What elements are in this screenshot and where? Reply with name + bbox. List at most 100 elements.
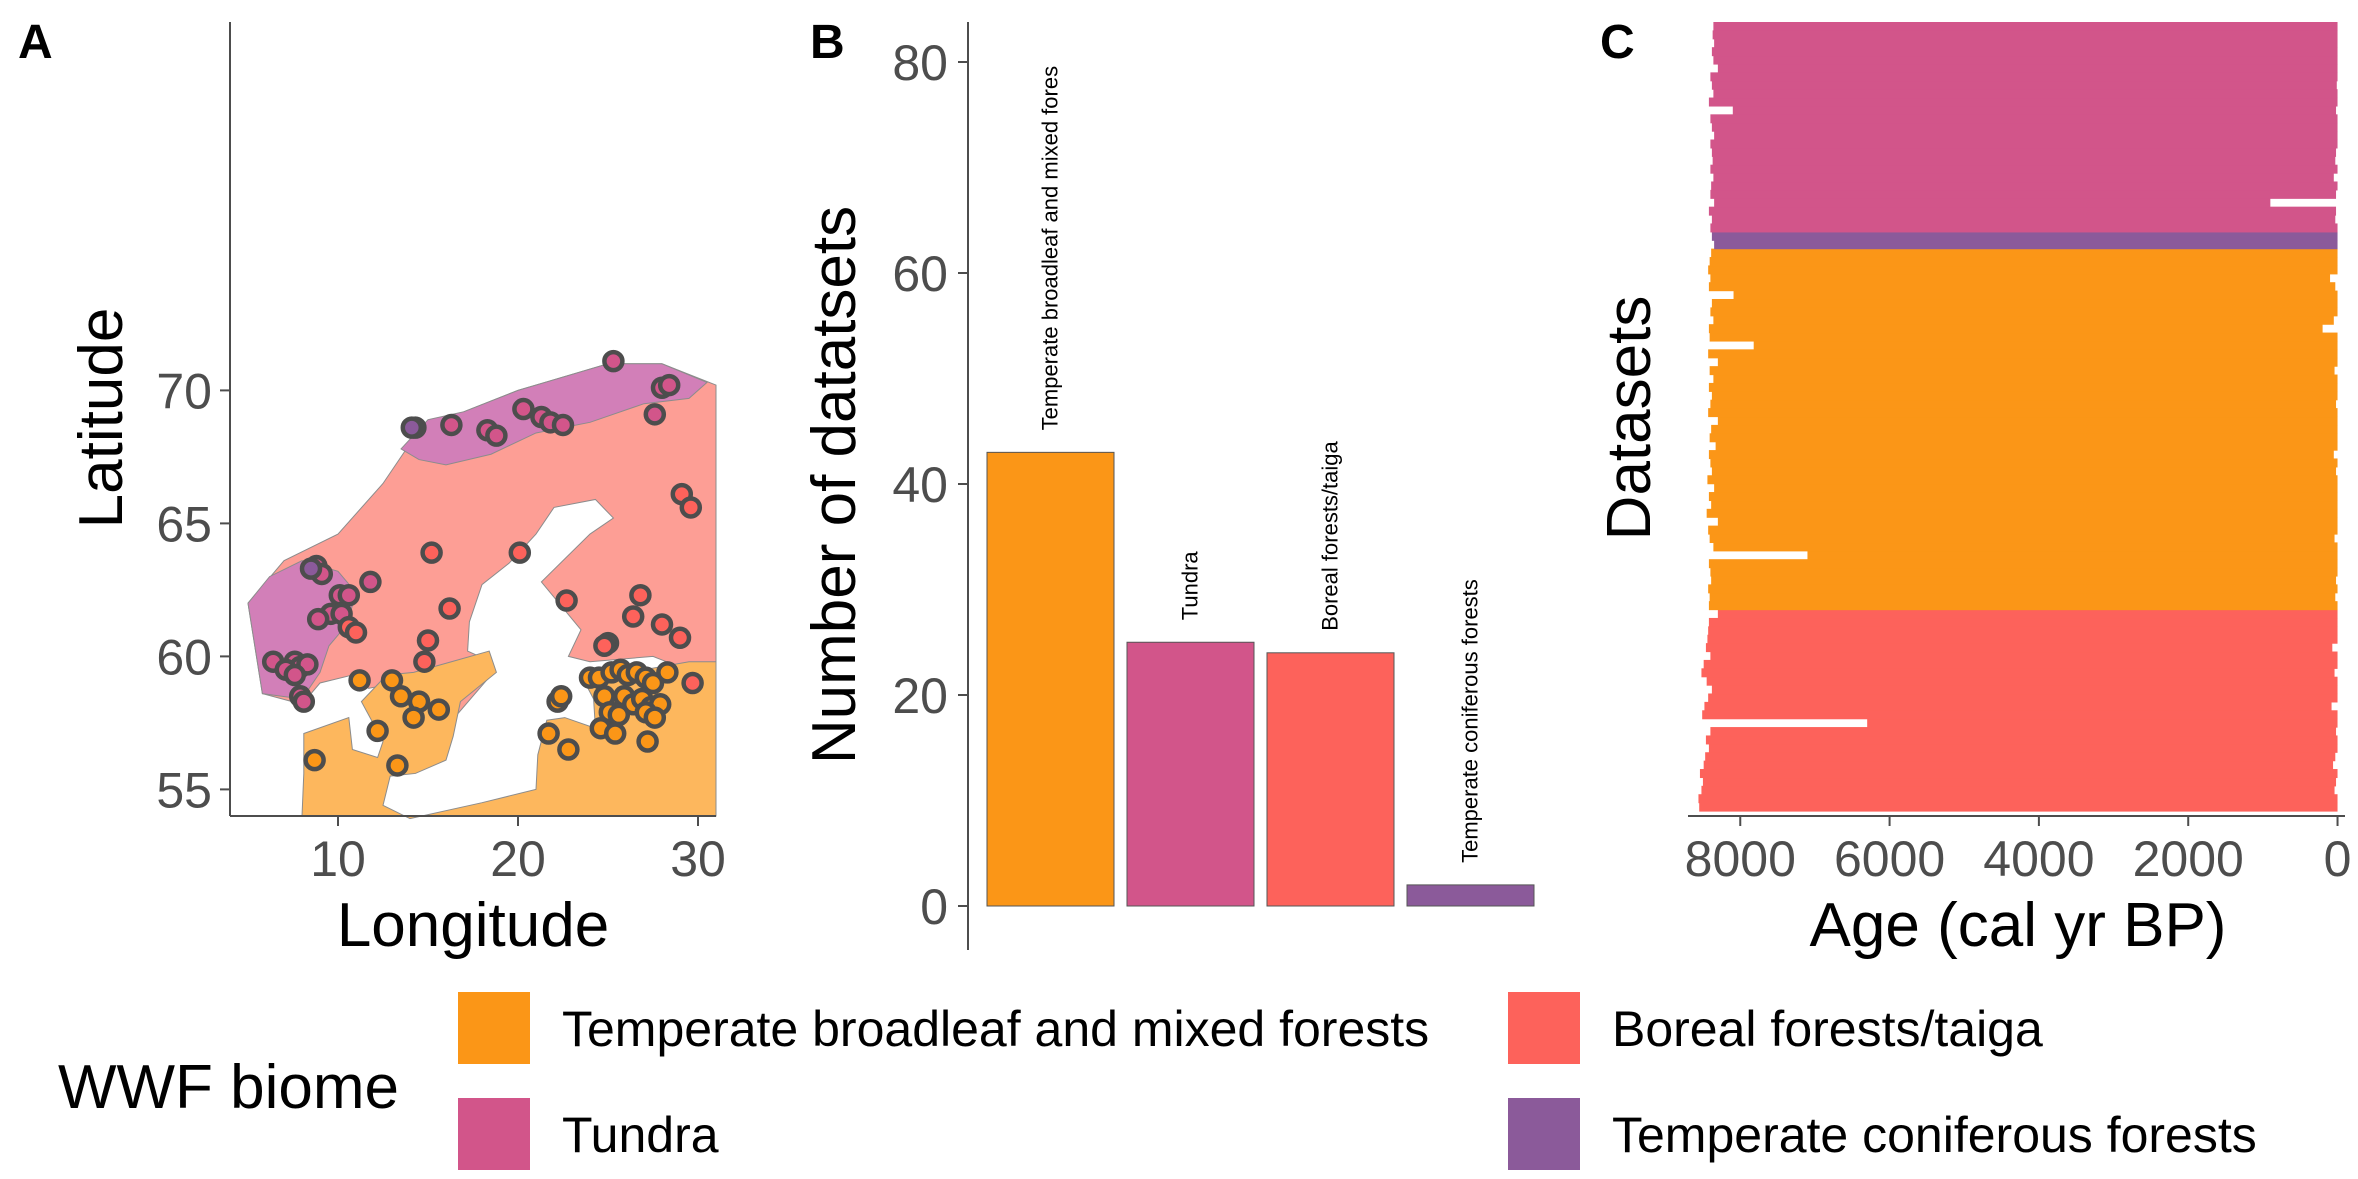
range-bar-temperate-coniferous bbox=[1711, 231, 2338, 241]
legend: WWF biome Temperate broadleaf and mixed … bbox=[58, 992, 2257, 1170]
map-point-boreal bbox=[650, 613, 674, 636]
range-bar-temperate-broadleaf bbox=[1708, 349, 2338, 359]
map-point-tundra bbox=[292, 690, 316, 713]
range-bar-tundra bbox=[1710, 189, 2337, 199]
range-bar-temperate-broadleaf bbox=[1753, 340, 2338, 350]
range-bar-boreal bbox=[1708, 743, 2338, 753]
map-point-temperate-broadleaf bbox=[607, 703, 631, 727]
map-point-temperate-broadleaf bbox=[641, 671, 665, 695]
map-point-temperate-broadleaf bbox=[537, 722, 560, 745]
range-bar-boreal bbox=[1705, 752, 2336, 762]
range-bar-temperate-broadleaf bbox=[1710, 307, 2338, 317]
range-bar-temperate-broadleaf bbox=[1710, 399, 2337, 409]
range-bar-temperate-broadleaf bbox=[1708, 584, 2338, 594]
range-bar-tundra bbox=[1711, 80, 2337, 90]
y-tick-label: 65 bbox=[156, 496, 212, 552]
map-point-temperate-coniferous bbox=[299, 557, 323, 580]
range-bar-temperate-broadleaf bbox=[1717, 357, 2338, 367]
map-point-temperate-coniferous bbox=[400, 416, 424, 439]
range-bar-boreal bbox=[1717, 609, 2338, 619]
range-bar-tundra bbox=[1710, 223, 2338, 233]
map-point-temperate-broadleaf bbox=[402, 706, 425, 729]
range-bar-boreal bbox=[1698, 794, 2338, 804]
range-bar-tundra bbox=[1714, 131, 2338, 141]
range-bar-temperate-broadleaf bbox=[1733, 290, 2338, 300]
bar-label: Tundra bbox=[1178, 551, 1203, 621]
range-bar-tundra bbox=[1710, 114, 2338, 124]
range-bar-boreal bbox=[1710, 651, 2338, 661]
panel-c-y-title: Datasets bbox=[1595, 296, 1664, 541]
legend-swatch-tundra bbox=[458, 1098, 530, 1170]
map-point-boreal bbox=[420, 541, 443, 564]
map-point-temperate-broadleaf bbox=[643, 706, 667, 729]
range-bar-tundra bbox=[1710, 164, 2338, 174]
range-bar-tundra bbox=[1711, 147, 2337, 157]
panel-b-bar-chart: B 0 20 40 60 80 Temperate broadleaf and mixe… bbox=[800, 16, 1535, 950]
range-bar-temperate-broadleaf bbox=[1713, 542, 2338, 552]
map-point-tundra bbox=[337, 583, 361, 607]
range-bar-boreal bbox=[1702, 777, 2337, 787]
map-point-tundra bbox=[359, 570, 382, 594]
panel-a-x-title: Longitude bbox=[337, 891, 609, 960]
range-bar-temperate-coniferous bbox=[1714, 240, 2338, 250]
legend-label-tundra: Tundra bbox=[562, 1107, 719, 1163]
range-bar-tundra bbox=[1713, 22, 2338, 31]
range-bar-temperate-broadleaf bbox=[1713, 315, 2334, 325]
x-tick-label: 10 bbox=[310, 831, 366, 887]
range-bar-temperate-broadleaf bbox=[1710, 458, 2338, 468]
map-point-tundra bbox=[551, 413, 575, 437]
legend-swatch-temperate-broadleaf bbox=[458, 992, 530, 1064]
range-bar-tundra bbox=[1708, 206, 2337, 216]
range-bar-temperate-broadleaf bbox=[1708, 408, 2338, 418]
range-bar-boreal bbox=[1705, 735, 2338, 745]
range-bar-boreal bbox=[1703, 760, 2334, 770]
range-bar-temperate-broadleaf bbox=[1717, 517, 2338, 527]
range-bar-temperate-broadleaf bbox=[1709, 433, 2338, 443]
range-bar-tundra bbox=[1713, 89, 2338, 99]
map-point-temperate-broadleaf bbox=[386, 754, 409, 777]
range-bar-temperate-broadleaf bbox=[1807, 550, 2338, 560]
range-bar-boreal bbox=[1708, 626, 2338, 636]
range-bar-temperate-broadleaf bbox=[1711, 575, 2337, 585]
range-bar-boreal bbox=[1699, 769, 2338, 779]
legend-title: WWF biome bbox=[58, 1053, 399, 1122]
map-point-temperate-broadleaf bbox=[348, 669, 371, 692]
range-bar-temperate-broadleaf bbox=[1711, 298, 2338, 308]
range-bar-temperate-broadleaf bbox=[1708, 525, 2338, 535]
range-bar-temperate-broadleaf bbox=[1711, 424, 2338, 434]
panel-a-y-ticks: 55 60 65 70 bbox=[156, 363, 230, 818]
range-bar-tundra bbox=[1711, 215, 2336, 225]
y-tick-label: 60 bbox=[892, 246, 948, 302]
bar-temperate-coniferous bbox=[1406, 884, 1535, 907]
range-bar-tundra bbox=[1711, 181, 2338, 191]
range-bar-boreal bbox=[1708, 617, 2338, 627]
y-tick-label: 0 bbox=[920, 879, 948, 935]
map-point-boreal bbox=[681, 671, 704, 695]
range-bar-temperate-broadleaf bbox=[1708, 282, 2336, 292]
range-bar-temperate-broadleaf bbox=[1709, 592, 2336, 602]
range-bar-boreal bbox=[1707, 634, 2338, 644]
map-point-boreal bbox=[344, 621, 368, 644]
range-bar-tundra bbox=[1714, 198, 2271, 208]
y-tick-label: 40 bbox=[892, 457, 948, 513]
panel-c-x-ticks: 8000 6000 4000 2000 0 bbox=[1685, 816, 2351, 887]
map-point-temperate-broadleaf bbox=[303, 748, 326, 772]
range-bar-temperate-broadleaf bbox=[1711, 500, 2338, 510]
range-bar-boreal bbox=[1702, 710, 2338, 720]
range-bar-tundra bbox=[1710, 139, 2338, 149]
x-tick-label: 8000 bbox=[1685, 831, 1796, 887]
bar-tundra bbox=[1126, 641, 1255, 907]
map-point-tundra bbox=[657, 373, 681, 397]
legend-label-temperate-coniferous: Temperate coniferous forests bbox=[1612, 1107, 2257, 1163]
panel-b-bars: Temperate broadleaf and mixed fores Tundr… bbox=[986, 66, 1535, 907]
panel-b-y-ticks: 0 20 40 60 80 bbox=[892, 35, 968, 935]
map-point-tundra bbox=[283, 663, 307, 687]
range-bar-tundra bbox=[1732, 105, 2337, 115]
x-tick-label: 4000 bbox=[1983, 831, 2094, 887]
panel-c-age-ranges: C 8000 6000 4000 2000 0 Age (cal yr BP) Data… bbox=[1595, 16, 2351, 960]
panel-b-letter: B bbox=[810, 16, 845, 69]
panel-a-y-title: Latitude bbox=[67, 308, 136, 529]
range-bar-tundra bbox=[1711, 122, 2338, 132]
range-bar-temperate-broadleaf bbox=[1714, 483, 2338, 493]
map-point-boreal bbox=[413, 650, 436, 673]
